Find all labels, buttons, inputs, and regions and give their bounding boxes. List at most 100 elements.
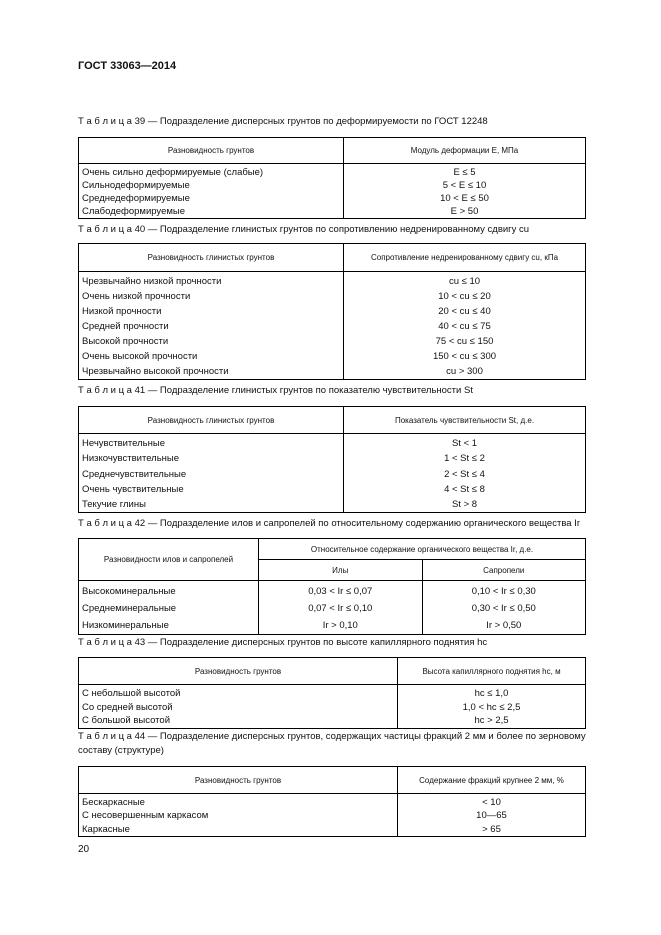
column-header: Разновидность грунтов [78, 137, 344, 164]
cell-value: 10 < E ≤ 50 [343, 192, 586, 205]
table-row: Среднедеформируемые 10 < E ≤ 50 [78, 192, 586, 205]
cell-value: 10—65 [397, 809, 586, 823]
cell-value: 0,07 < Ir ≤ 0,10 [258, 600, 423, 617]
table-row: С большой высотой hc > 2,5 [78, 714, 586, 728]
table-row: Низкочувствительные 1 < St ≤ 2 [78, 451, 586, 467]
table-caption: Т а б л и ц а 41 — Подразделение глинист… [78, 385, 473, 396]
cell-value: hc > 2,5 [397, 714, 586, 728]
row-label: Очень сильно деформируемые (слабые) [78, 163, 344, 179]
table-caption: Т а б л и ц а 44 — Подразделение дисперс… [78, 731, 586, 756]
row-label: Низкой прочности [78, 304, 344, 319]
table-row: Средней прочности 40 < cu ≤ 75 [78, 319, 586, 334]
table-head: Разновидность грунтов Содержание фракций … [78, 766, 586, 794]
cell-value: 0,03 < Ir ≤ 0,07 [258, 580, 423, 600]
table-row: Очень сильно деформируемые (слабые) E ≤ 5 [78, 163, 586, 179]
row-label: Чрезвычайно высокой прочности [78, 364, 344, 380]
cell-value: Ir > 0,10 [258, 617, 423, 635]
column-header: Показатель чувствительности St, д.е. [343, 406, 586, 434]
column-header: Разновидность глинистых грунтов [78, 243, 344, 272]
table-row: Бескаркасные < 10 [78, 793, 586, 810]
row-label: Очень чувствительные [78, 481, 344, 498]
table-body: Чрезвычайно низкой прочности cu ≤ 10 Очень… [78, 271, 586, 380]
table-body: Высокоминеральные 0,03 < Ir ≤ 0,07 0,10 < … [78, 580, 587, 635]
table-row: Очень высокой прочности 150 < cu ≤ 300 [78, 349, 586, 364]
column-header: Высота капиллярного поднятия hc, м [397, 657, 586, 685]
row-label: Чрезвычайно низкой прочности [78, 271, 344, 289]
table-head: Разновидность глинистых грунтов Сопротивл… [78, 243, 586, 272]
subcolumn-header: Илы [258, 559, 423, 581]
row-label: Среднедеформируемые [78, 192, 344, 205]
header-row: Разновидности илов и сапропелей Относител… [78, 538, 587, 581]
column-header: Разновидность грунтов [78, 766, 398, 794]
table: Разновидность грунтов Содержание фракций … [78, 766, 586, 837]
cell-value: cu ≤ 10 [343, 271, 586, 289]
header-row: Разновидность грунтов Содержание фракций … [78, 766, 586, 794]
table-caption: Т а б л и ц а 40 — Подразделение глинист… [78, 224, 530, 235]
cell-value: 150 < cu ≤ 300 [343, 349, 586, 364]
header-row: Разновидность глинистых грунтов Сопротивл… [78, 243, 586, 272]
column-header: Модуль деформации E, МПа [343, 137, 586, 164]
table: Разновидность грунтов Модуль деформации E… [78, 137, 586, 219]
table-row: Со средней высотой 1,0 < hc ≤ 2,5 [78, 700, 586, 714]
page-number: 20 [78, 844, 90, 855]
cell-value: hc ≤ 1,0 [397, 684, 586, 701]
table: Разновидность глинистых грунтов Показател… [78, 406, 586, 514]
table-head: Разновидность грунтов Модуль деформации E… [78, 137, 586, 164]
cell-value: St > 8 [343, 497, 586, 513]
column-header: Разновидности илов и сапропелей [78, 538, 259, 581]
cell-value: 40 < cu ≤ 75 [343, 319, 586, 334]
table-caption: Т а б л и ц а 39 — Подразделение дисперс… [78, 116, 488, 127]
table-body: С небольшой высотой hc ≤ 1,0 Со средней вы… [78, 684, 586, 728]
row-label: Слабодеформируемые [78, 205, 344, 219]
header-row: Илы Сапропели [79, 559, 587, 581]
table-head: Разновидность грунтов Высота капиллярного… [78, 657, 586, 685]
row-label: Очень низкой прочности [78, 289, 344, 304]
header-row: Разновидность грунтов Модуль деформации E… [78, 137, 586, 164]
table-row: Очень низкой прочности 10 < cu ≤ 20 [78, 289, 586, 304]
row-label: Нечувствительные [78, 433, 344, 452]
doc-title: ГОСТ 33063—2014 [78, 60, 177, 72]
table-row: С несовершенным каркасом 10—65 [78, 809, 586, 823]
row-label: Высокой прочности [78, 334, 344, 349]
cell-value: 5 < E ≤ 10 [343, 179, 586, 192]
table: Разновидности илов и сапропелей Относител… [78, 538, 587, 635]
cell-value: E ≤ 5 [343, 163, 586, 179]
column-header: Сопротивление недренированному сдвигу cu… [343, 243, 586, 272]
row-label: Очень высокой прочности [78, 349, 344, 364]
table-row: Чрезвычайно высокой прочности cu > 300 [78, 364, 586, 380]
cell-value: < 10 [397, 793, 586, 810]
cell-value: 20 < cu ≤ 40 [343, 304, 586, 319]
cell-value: Ir > 0,50 [421, 617, 587, 635]
column-header: Содержание фракций крупнее 2 мм, % [397, 766, 586, 794]
row-label: Сильнодеформируемые [78, 179, 344, 192]
row-label: Низкоминеральные [78, 617, 259, 635]
cell-value: 10 < cu ≤ 20 [343, 289, 586, 304]
table-row: С небольшой высотой hc ≤ 1,0 [78, 684, 586, 701]
table-row: Высокоминеральные 0,03 < Ir ≤ 0,07 0,10 < … [78, 580, 587, 600]
table-row: Низкоминеральные Ir > 0,10 Ir > 0,50 [78, 617, 587, 635]
row-label: Бескаркасные [78, 793, 398, 810]
column-header: Разновидность глинистых грунтов [78, 406, 344, 434]
table-row: Среднечувствительные 2 < St ≤ 4 [78, 466, 586, 482]
row-label: Текучие глины [78, 497, 344, 513]
row-label: С большой высотой [78, 714, 398, 728]
row-label: С несовершенным каркасом [78, 809, 398, 823]
table-caption: Т а б л и ц а 42 — Подразделение илов и … [78, 518, 580, 529]
row-label: С небольшой высотой [78, 684, 398, 701]
cell-value: 2 < St ≤ 4 [343, 466, 586, 482]
table-row: Чрезвычайно низкой прочности cu ≤ 10 [78, 271, 586, 289]
table-row: Очень чувствительные 4 < St ≤ 8 [78, 481, 586, 498]
table-head: Разновидность глинистых грунтов Показател… [78, 406, 586, 434]
cell-value: 0,30 < Ir ≤ 0,50 [421, 600, 587, 617]
cell-value: 75 < cu ≤ 150 [343, 334, 586, 349]
row-label: Высокоминеральные [78, 580, 259, 600]
table-row: Среднеминеральные 0,07 < Ir ≤ 0,10 0,30 < … [78, 600, 587, 617]
table-row: Высокой прочности 75 < cu ≤ 150 [78, 334, 586, 349]
cell-value: cu > 300 [343, 364, 586, 380]
table-body: Очень сильно деформируемые (слабые) E ≤ 5… [78, 163, 586, 219]
cell-value: > 65 [397, 822, 586, 837]
header-row: Разновидность глинистых грунтов Показател… [78, 406, 586, 434]
column-header: Разновидность грунтов [78, 657, 398, 685]
table-caption: Т а б л и ц а 43 — Подразделение дисперс… [78, 637, 488, 648]
